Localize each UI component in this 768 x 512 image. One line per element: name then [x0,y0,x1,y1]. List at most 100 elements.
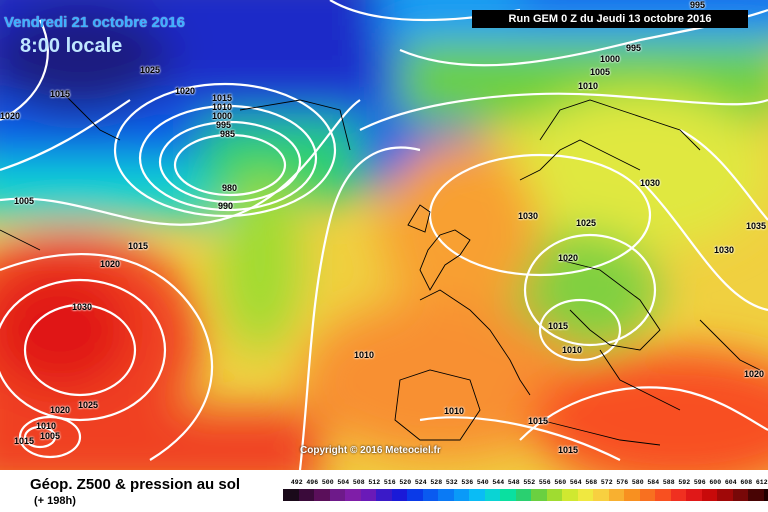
isobar-label: 1015 [14,436,35,446]
isobar-label: 1025 [140,65,161,75]
scale-tick-label: 564 [569,479,582,486]
map-title: Géop. Z500 & pression au sol [30,476,241,493]
isobar-label: 1000 [600,54,621,64]
coastlines [0,89,761,446]
scale-swatch [500,489,516,501]
copyright-text: Copyright © 2016 Meteociel.fr [300,445,441,456]
isobar-label: 1010 [212,102,233,112]
forecast-date: Vendredi 21 octobre 2016 [4,14,185,31]
scale-swatch [639,489,655,501]
scale-swatch [314,489,330,501]
scale-swatch [531,489,547,501]
isobar-label: 1005 [40,431,61,441]
isobar-label: 995 [216,120,232,130]
isobar-label: 1015 [212,93,233,103]
scale-tick-label: 516 [383,479,396,486]
scale-swatch [546,489,562,501]
legend-footer: Géop. Z500 & pression au sol (+ 198h) 49… [0,470,768,512]
scale-swatch [438,489,454,501]
isobar-label: 995 [626,43,642,53]
scale-swatch [562,489,578,501]
isobar-label: 1025 [78,400,99,410]
scale-swatch [732,489,748,501]
scale-swatch [391,489,407,501]
scale-tick-label: 560 [554,479,567,486]
scale-swatch [748,489,764,501]
scale-swatch [577,489,593,501]
scale-tick-label: 496 [306,479,319,486]
scale-swatch [376,489,392,501]
scale-tick-label: 508 [352,479,365,486]
scale-tick-label: 512 [368,479,381,486]
scale-swatch [686,489,702,501]
isobar-label: 1020 [100,259,121,269]
scale-tick-label: 536 [461,479,474,486]
scale-tick-label: 520 [399,479,412,486]
isobar-label: 1035 [746,221,767,231]
isobar-label: 1030 [640,178,661,188]
isobar-label: 1005 [14,196,35,206]
scale-tick-label: 576 [616,479,629,486]
geopotential-field [0,0,768,470]
isobar-label: 980 [222,183,238,193]
isobar-label: 1010 [36,421,57,431]
isobar-label: 1030 [518,211,539,221]
scale-swatch [283,489,299,501]
isobar-lines [0,0,768,470]
isobar-label: 1005 [590,67,611,77]
scale-tick-label: 556 [538,479,551,486]
scale-swatch [701,489,717,501]
scale-swatch [407,489,423,501]
scale-tick-label: 568 [585,479,598,486]
scale-swatch [717,489,733,501]
scale-swatch [593,489,609,501]
scale-swatch [422,489,438,501]
isobar-label: 1015 [50,89,71,99]
isobar-label: 1000 [212,111,233,121]
scale-swatch [624,489,640,501]
scale-tick-label: 528 [430,479,443,486]
isobar-label: 1025 [576,218,597,228]
isobar-label: 1015 [128,241,149,251]
scale-swatch [360,489,376,501]
scale-swatch [298,489,314,501]
model-run-label: Run GEM 0 Z du Jeudi 13 octobre 2016 [472,10,748,28]
scale-swatch [484,489,500,501]
scale-tick-label: 504 [337,479,350,486]
isobar-label: 1015 [528,416,549,426]
scale-tick-label: 572 [600,479,613,486]
scale-tick-label: 600 [709,479,722,486]
isobar-label: 1020 [50,405,71,415]
scale-tick-label: 540 [476,479,489,486]
isobar-label: 1020 [558,253,579,263]
scale-swatch [655,489,671,501]
forecast-time: 8:00 locale [20,35,123,57]
scale-tick-label: 580 [631,479,644,486]
scale-tick-label: 604 [724,479,737,486]
scale-swatch [453,489,469,501]
scale-swatch [515,489,531,501]
isobar-label: 1015 [548,321,569,331]
isobar-label: 1020 [0,111,21,121]
forecast-lead-time: (+ 198h) [34,495,76,507]
scale-swatch [345,489,361,501]
weather-map: Vendredi 21 octobre 2016 8:00 locale Run… [0,0,768,470]
scale-swatch [670,489,686,501]
isobar-label: 1010 [444,406,465,416]
isobar-label: 1030 [72,302,93,312]
scale-tick-label: 592 [678,479,691,486]
scale-tick-label: 548 [507,479,520,486]
scale-tick-label: 584 [647,479,660,486]
isobar-label: 1010 [354,350,375,360]
isobar-label: 1010 [578,81,599,91]
isobar-label: 1020 [744,369,765,379]
scale-swatch [329,489,345,501]
isobar-label: 1020 [175,86,196,96]
isobar-label: 990 [218,201,234,211]
scale-tick-label: 552 [523,479,536,486]
scale-swatch [763,489,768,501]
scale-swatch [608,489,624,501]
scale-tick-label: 524 [414,479,427,486]
scale-tick-label: 596 [693,479,706,486]
scale-tick-label: 612 [755,479,768,486]
